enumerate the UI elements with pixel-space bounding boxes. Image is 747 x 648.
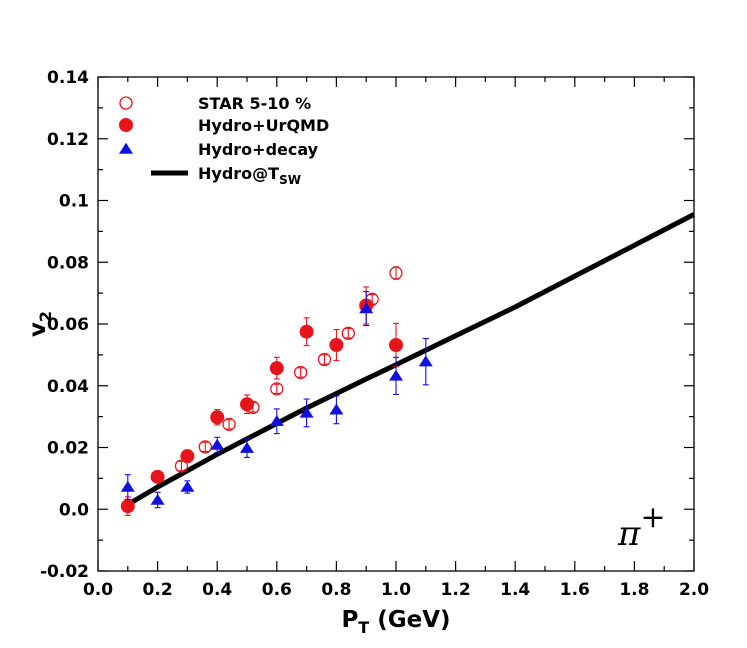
y-tick-labels: -0.02 0.0 0.02 0.04 0.06 0.08 0.1 0.12 0.14	[40, 68, 89, 582]
point-hydro-decay	[210, 438, 225, 450]
point-star	[270, 382, 284, 396]
point-hydro-urqmd	[240, 397, 254, 412]
particle-annotation: π+	[617, 500, 666, 554]
legend-marker-hydro-urqmd	[119, 118, 133, 132]
y-tick-label: 0.02	[47, 439, 89, 459]
data-markers-layer	[120, 266, 433, 516]
legend-label-hydro-tsw-main: Hydro@T	[198, 164, 279, 183]
point-star	[389, 266, 403, 280]
x-tick-label: 1.6	[560, 580, 590, 600]
point-hydro-urqmd	[210, 410, 225, 425]
x-tick-label: 0.4	[202, 580, 232, 600]
y-tick-label: 0.12	[47, 130, 89, 150]
point-star	[317, 352, 332, 367]
y-axis-title-sub: 2	[36, 311, 55, 322]
hydro-tsw-curve	[126, 212, 696, 507]
y-tick-label: 0.08	[47, 253, 89, 273]
point-hydro-decay	[180, 480, 195, 492]
x-axis-title: PT (GeV)	[341, 607, 450, 637]
point-hydro-urqmd	[120, 499, 135, 514]
x-axis-title-space	[369, 607, 377, 633]
legend-marker-star	[119, 96, 133, 110]
point-hydro-decay	[329, 403, 344, 415]
legend-label-hydro-tsw-sub: SW	[279, 173, 301, 187]
point-hydro-decay	[418, 355, 433, 367]
y-tick-label: 0.0	[59, 500, 89, 520]
y-axis-title: v2	[25, 311, 55, 337]
x-tick-label: 0.2	[143, 580, 173, 600]
point-hydro-decay	[389, 369, 403, 381]
x-axis-title-main: P	[341, 607, 358, 633]
point-star	[293, 365, 308, 380]
point-hydro-decay	[269, 414, 284, 426]
point-hydro-urqmd	[389, 337, 403, 352]
x-tick-label: 0.0	[83, 580, 113, 600]
point-star	[174, 459, 189, 473]
point-hydro-decay	[150, 493, 165, 505]
y-tick-label: 0.14	[47, 68, 89, 88]
x-axis-title-unit: (GeV)	[377, 607, 450, 633]
y-axis-title-main: v	[25, 322, 51, 337]
point-hydro-decay	[120, 480, 135, 492]
x-tick-label: 2.0	[679, 580, 709, 600]
y-tick-label: -0.02	[40, 562, 89, 582]
point-hydro-urqmd	[299, 324, 314, 339]
point-hydro-urqmd	[269, 361, 284, 376]
point-hydro-decay	[359, 302, 374, 314]
legend-label-hydro-tsw: Hydro@TSW	[198, 164, 301, 187]
x-tick-label: 0.6	[262, 580, 292, 600]
plot-frame	[97, 76, 695, 572]
x-tick-label: 0.8	[321, 580, 351, 600]
point-hydro-urqmd	[150, 469, 165, 484]
particle-charge: +	[640, 500, 665, 535]
x-tick-labels: 0.0 0.2 0.4 0.6 0.8 1.0 1.2 1.4 1.6 1.8 2.0	[83, 580, 709, 600]
legend-label-hydro-urqmd: Hydro+UrQMD	[198, 116, 329, 135]
point-star	[198, 440, 212, 454]
hydro-tsw-curve-layer	[126, 212, 696, 507]
point-hydro-decay	[299, 406, 314, 418]
legend: STAR 5-10 % Hydro+UrQMD Hydro+decay Hydr…	[119, 94, 329, 187]
x-tick-label: 1.8	[619, 580, 649, 600]
x-tick-label: 1.0	[381, 580, 411, 600]
x-axis-title-sub: T	[358, 618, 369, 637]
legend-label-star: STAR 5-10 %	[198, 94, 311, 113]
point-star	[222, 417, 236, 431]
y-tick-label: 0.04	[47, 377, 89, 397]
legend-marker-hydro-decay	[119, 142, 133, 154]
y-tick-label: 0.06	[47, 315, 89, 335]
y-tick-label: 0.1	[59, 192, 89, 212]
point-hydro-urqmd	[329, 337, 344, 352]
point-hydro-decay	[240, 441, 254, 453]
x-tick-label: 1.2	[441, 580, 471, 600]
x-tick-label: 1.4	[500, 580, 530, 600]
particle-symbol: π	[617, 514, 641, 554]
point-star	[341, 326, 355, 340]
point-hydro-urqmd	[180, 449, 195, 464]
legend-label-hydro-decay: Hydro+decay	[198, 140, 319, 159]
